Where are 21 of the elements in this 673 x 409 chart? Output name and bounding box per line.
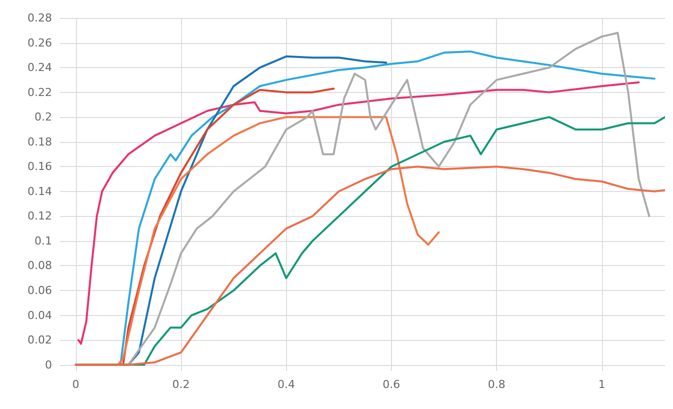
y-tick-label: 0.02 [28, 334, 52, 347]
x-tick-label: 1 [598, 378, 606, 391]
x-tick-label: 0.4 [277, 378, 295, 391]
y-tick-label: 0.26 [28, 36, 52, 50]
x-tick-label: 0.2 [172, 378, 190, 391]
x-tick-label: 0 [72, 378, 80, 391]
y-tick-label: 0.18 [28, 135, 52, 148]
x-tick-label: 0.8 [488, 378, 506, 391]
y-tick-label: 0.12 [28, 210, 52, 223]
y-tick-label: 0.04 [28, 308, 52, 322]
y-tick-label: 0.28 [28, 12, 52, 24]
y-tick-label: 0.2 [34, 110, 52, 124]
y-tick-label: 0 [45, 358, 52, 372]
y-tick-label: 0.1 [34, 234, 52, 248]
x-tick-label: 0.6 [382, 378, 400, 391]
y-tick-label: 0.14 [28, 184, 52, 198]
y-tick-label: 0.22 [28, 86, 52, 99]
y-tick-label: 0.24 [28, 61, 52, 74]
y-tick-label: 0.08 [28, 259, 52, 272]
y-tick-label: 0.06 [28, 284, 52, 297]
y-tick-label: 0.16 [28, 160, 52, 174]
